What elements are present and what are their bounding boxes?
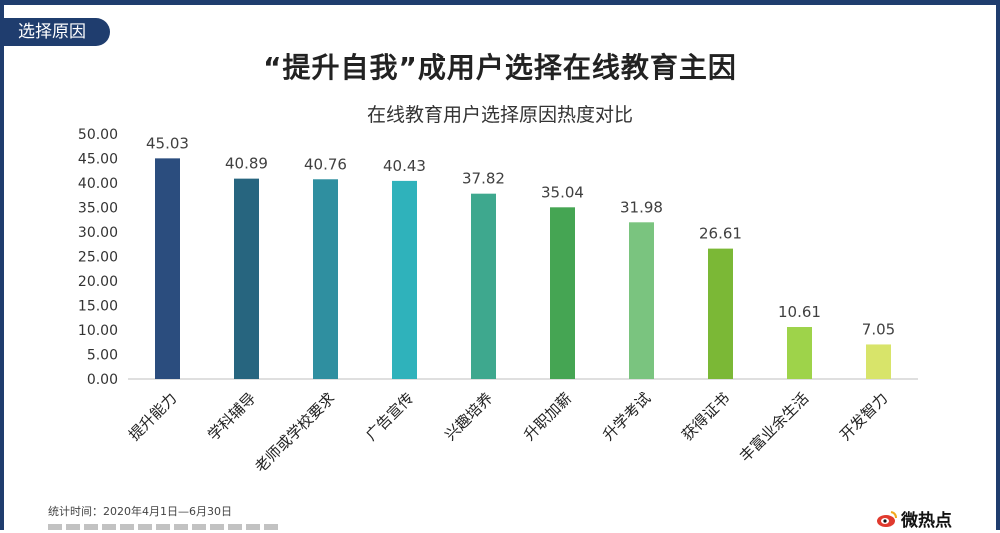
bar: [155, 158, 180, 379]
data-label: 45.03: [146, 134, 189, 152]
data-label: 26.61: [699, 225, 742, 243]
x-tick-label: 丰富业余生活: [736, 389, 812, 465]
data-label: 40.43: [383, 157, 426, 175]
top-frame-border: [0, 0, 1000, 5]
data-label: 40.76: [304, 155, 347, 173]
data-label: 10.61: [778, 303, 821, 321]
y-tick-label: 10.00: [78, 323, 118, 339]
x-tick-label: 获得证书: [678, 389, 733, 444]
data-label: 37.82: [462, 170, 505, 188]
bar: [313, 179, 338, 379]
left-frame-border: [0, 0, 4, 530]
bar: [234, 178, 259, 379]
x-tick-label: 开发智力: [836, 389, 891, 444]
data-label: 7.05: [862, 320, 895, 338]
y-tick-label: 30.00: [78, 225, 118, 241]
right-frame-border: [996, 0, 1000, 530]
data-label: 35.04: [541, 183, 584, 201]
bar: [787, 327, 812, 379]
stat-period-note: 统计时间：2020年4月1日—6月30日: [48, 505, 232, 518]
bar: [708, 248, 733, 379]
page-title: “提升自我”成用户选择在线教育主因: [263, 51, 737, 84]
x-tick-label: 学科辅导: [204, 389, 259, 444]
y-tick-label: 45.00: [78, 152, 118, 168]
x-tick-label: 升职加薪: [520, 389, 575, 444]
y-tick-label: 25.00: [78, 250, 118, 266]
y-tick-label: 50.00: [78, 127, 118, 143]
x-tick-label: 老师或学校要求: [251, 389, 338, 476]
y-tick-label: 35.00: [78, 201, 118, 217]
x-tick-label: 升学考试: [599, 389, 654, 444]
bar: [629, 222, 654, 379]
y-tick-label: 5.00: [87, 348, 118, 364]
bar: [392, 180, 417, 379]
bar: [471, 193, 496, 379]
y-tick-label: 0.00: [87, 372, 118, 388]
y-tick-label: 15.00: [78, 299, 118, 315]
y-tick-label: 40.00: [78, 176, 118, 192]
weibo-eye-icon: [876, 510, 898, 528]
footer-cut-text: [48, 524, 278, 530]
section-tag: 选择原因: [0, 18, 110, 46]
bar: [866, 344, 891, 379]
data-label: 40.89: [225, 155, 268, 173]
chart-subtitle: 在线教育用户选择原因热度对比: [366, 104, 633, 126]
bar: [550, 207, 575, 379]
y-tick-label: 20.00: [78, 274, 118, 290]
logo-text: 微热点: [901, 511, 952, 531]
data-label: 31.98: [620, 198, 663, 216]
x-tick-label: 兴趣培养: [441, 389, 496, 444]
brand-logo: 微热点: [876, 506, 952, 531]
x-tick-label: 广告宣传: [362, 389, 417, 444]
x-tick-label: 提升能力: [125, 389, 180, 444]
